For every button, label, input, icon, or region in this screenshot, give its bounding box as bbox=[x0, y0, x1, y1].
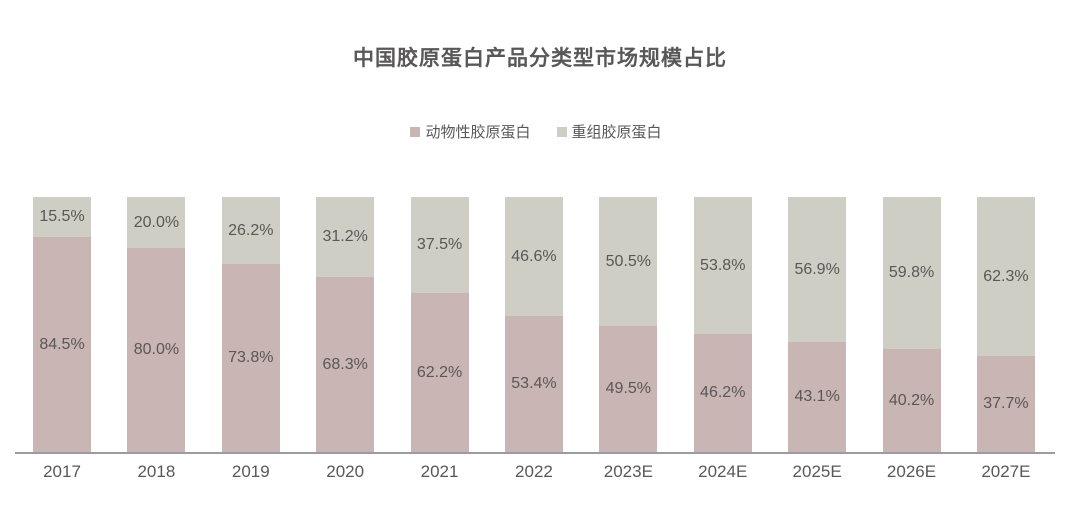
x-axis-label-2024E: 2024E bbox=[698, 462, 748, 481]
bar-2019: 26.2% 73.8% bbox=[221, 197, 280, 452]
legend-label-animal-collagen: 动物性胶原蛋白 bbox=[425, 124, 531, 141]
bar-2023E: 50.5% 49.5% bbox=[599, 197, 658, 452]
bar-segment-recombinant-2023E: 50.5% bbox=[599, 197, 658, 326]
bar-2021: 37.5% 62.2% bbox=[410, 197, 469, 452]
value-label-animal-2024E: 46.2% bbox=[700, 384, 746, 401]
bar-segment-recombinant-2022: 46.6% bbox=[504, 197, 563, 316]
value-label-animal-2018: 80.0% bbox=[133, 341, 180, 358]
bar-segment-recombinant-2018: 20.0% bbox=[127, 197, 186, 248]
value-label-recombinant-2026E: 59.8% bbox=[888, 264, 935, 281]
legend-item-animal-collagen: 动物性胶原蛋白 bbox=[410, 121, 531, 142]
bar-segment-animal-2020: 68.3% bbox=[316, 277, 375, 452]
x-axis-label-2019: 2019 bbox=[231, 462, 270, 481]
x-axis-line bbox=[15, 452, 1055, 454]
value-label-recombinant-2027E: 62.3% bbox=[983, 267, 1029, 285]
bar-2022: 46.6% 53.4% bbox=[504, 197, 563, 452]
bar-segment-recombinant-2021: 37.5% bbox=[410, 197, 469, 293]
bar-segment-recombinant-2019: 26.2% bbox=[221, 197, 280, 264]
bar-segment-animal-2024E: 46.2% bbox=[693, 334, 752, 452]
bar-2018: 20.0% 80.0% bbox=[127, 197, 186, 452]
x-axis-label-2021: 2021 bbox=[420, 462, 459, 481]
bar-segment-animal-2023E: 49.5% bbox=[599, 326, 658, 452]
bar-segment-animal-2017: 84.5% bbox=[33, 237, 91, 452]
x-axis-label-2022: 2022 bbox=[515, 462, 553, 481]
value-label-animal-2019: 73.8% bbox=[228, 349, 274, 366]
legend-label-recombinant-collagen: 重组胶原蛋白 bbox=[571, 124, 662, 141]
bar-segment-recombinant-2017: 15.5% bbox=[33, 197, 91, 237]
value-label-recombinant-2024E: 53.8% bbox=[700, 256, 746, 274]
bar-segment-animal-2026E: 40.2% bbox=[882, 349, 941, 452]
bar-segment-recombinant-2020: 31.2% bbox=[316, 197, 375, 277]
value-label-animal-2017: 84.5% bbox=[39, 335, 85, 353]
x-axis-label-2025E: 2025E bbox=[792, 462, 842, 481]
bar-segment-recombinant-2027E: 62.3% bbox=[976, 197, 1035, 356]
value-label-recombinant-2020: 31.2% bbox=[322, 228, 368, 245]
bar-2017: 15.5% 84.5% bbox=[33, 197, 91, 452]
value-label-animal-2023E: 49.5% bbox=[605, 380, 652, 397]
bar-2024E: 53.8% 46.2% bbox=[693, 197, 752, 452]
bar-segment-animal-2021: 62.2% bbox=[410, 293, 469, 452]
value-label-recombinant-2019: 26.2% bbox=[228, 221, 274, 239]
legend: 动物性胶原蛋白 重组胶原蛋白 bbox=[0, 121, 1072, 142]
bar-segment-recombinant-2024E: 53.8% bbox=[693, 197, 752, 334]
bar-segment-recombinant-2025E: 56.9% bbox=[788, 197, 847, 342]
value-label-recombinant-2021: 37.5% bbox=[416, 236, 463, 253]
value-label-animal-2020: 68.3% bbox=[322, 355, 368, 373]
bar-2026E: 59.8% 40.2% bbox=[882, 197, 941, 452]
x-axis-label-2023E: 2023E bbox=[603, 462, 653, 481]
bar-2027E: 62.3% 37.7% bbox=[976, 197, 1035, 452]
x-axis-label-2017: 2017 bbox=[43, 462, 81, 481]
x-axis-labels: 2017 2018 2019 2020 2021 2022 2023E 2024E 2025E 2… bbox=[33, 462, 1035, 482]
value-label-animal-2026E: 40.2% bbox=[888, 391, 935, 409]
bar-segment-animal-2025E: 43.1% bbox=[788, 342, 847, 452]
bar-2025E: 56.9% 43.1% bbox=[788, 197, 847, 452]
value-label-animal-2027E: 37.7% bbox=[983, 395, 1029, 412]
bar-segment-animal-2022: 53.4% bbox=[504, 316, 563, 452]
bar-segment-animal-2019: 73.8% bbox=[221, 264, 280, 452]
value-label-animal-2021: 62.2% bbox=[416, 363, 463, 381]
chart-title: 中国胶原蛋白产品分类型市场规模占比 bbox=[353, 47, 727, 70]
x-axis-label-2018: 2018 bbox=[137, 462, 176, 481]
value-label-animal-2022: 53.4% bbox=[511, 375, 557, 392]
bar-2020: 31.2% 68.3% bbox=[316, 197, 375, 452]
legend-swatch-recombinant-collagen-icon bbox=[556, 126, 567, 137]
value-label-recombinant-2025E: 56.9% bbox=[794, 260, 840, 278]
value-label-recombinant-2017: 15.5% bbox=[39, 208, 85, 225]
bars-row: 15.5% 84.5% 20.0% 80.0% 26.2% 73.8% 31.2% 68.3%… bbox=[33, 197, 1035, 452]
bar-segment-animal-2027E: 37.7% bbox=[976, 356, 1035, 452]
value-label-recombinant-2022: 46.6% bbox=[511, 247, 557, 265]
legend-item-recombinant-collagen: 重组胶原蛋白 bbox=[556, 121, 662, 142]
bar-segment-recombinant-2026E: 59.8% bbox=[882, 197, 941, 349]
x-axis-label-2026E: 2026E bbox=[886, 462, 937, 481]
stacked-bar-chart: 15.5% 84.5% 20.0% 80.0% 26.2% 73.8% 31.2% 68.3%… bbox=[15, 197, 1055, 487]
value-label-animal-2025E: 43.1% bbox=[794, 388, 840, 405]
value-label-recombinant-2018: 20.0% bbox=[133, 213, 180, 231]
x-axis-label-2020: 2020 bbox=[326, 462, 365, 481]
bar-segment-animal-2018: 80.0% bbox=[127, 248, 186, 452]
x-axis-label-2027E: 2027E bbox=[981, 462, 1031, 481]
legend-swatch-animal-collagen-icon bbox=[410, 126, 421, 137]
value-label-recombinant-2023E: 50.5% bbox=[605, 252, 652, 270]
